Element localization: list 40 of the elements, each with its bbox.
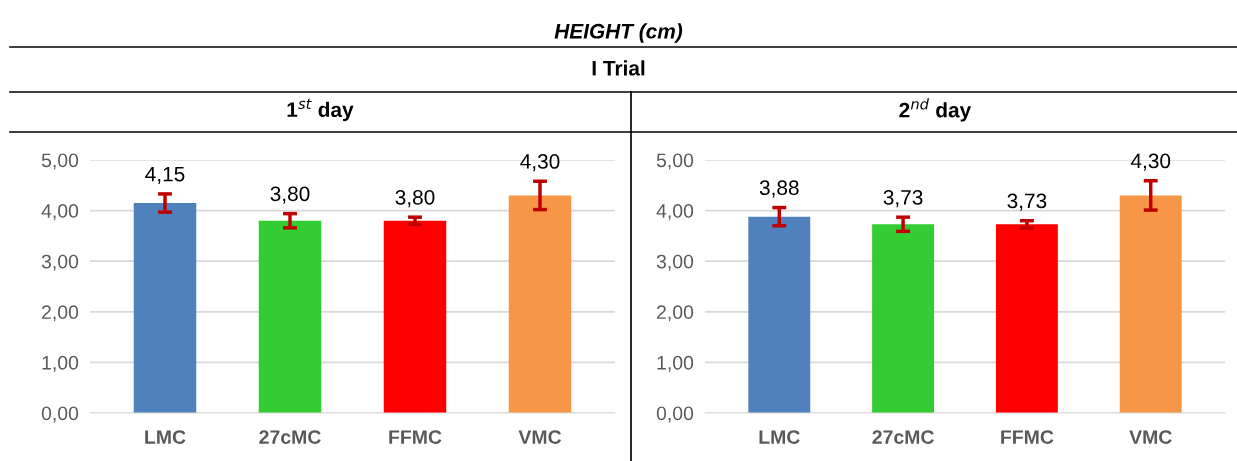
y-tick-label: 3,00	[656, 254, 694, 271]
y-tick-label: 2,00	[657, 305, 694, 322]
y-tick-label: 5,00	[656, 153, 694, 170]
y-tick-label: 0,00	[656, 406, 694, 423]
x-tick-label: LMC	[145, 430, 186, 444]
y-tick-label: 1,00	[42, 355, 79, 372]
data-label: 3,73	[883, 189, 923, 208]
bar	[133, 203, 197, 413]
x-tick-label: FFMC	[389, 430, 442, 444]
x-tick-label: VMC	[518, 430, 562, 444]
data-label: 4,30	[520, 154, 560, 172]
bar	[383, 220, 447, 413]
x-tick-label: LMC	[759, 430, 800, 444]
y-tick-label: 0,00	[41, 406, 79, 423]
x-tick-label: 27cMC	[259, 430, 321, 444]
bar	[995, 224, 1058, 413]
text: I Trial	[592, 60, 645, 76]
bar	[872, 224, 935, 413]
data-label: 3,73	[1007, 193, 1047, 211]
x-tick-label: 27cMC	[872, 430, 934, 444]
chart-title: 1$^{st}$ day	[287, 98, 354, 122]
data-label: 3,80	[395, 189, 435, 208]
text: HEIGHT (cm)	[554, 23, 683, 43]
x-tick-label: VMC	[1129, 430, 1172, 444]
y-tick-label: 5,00	[41, 153, 79, 170]
y-tick-label: 4,00	[41, 204, 79, 221]
y-tick-label: 1,00	[657, 355, 694, 372]
bar	[258, 220, 322, 413]
x-tick-label: FFMC	[1001, 430, 1054, 444]
data-label: 4,30	[1130, 153, 1171, 171]
y-tick-label: 3,00	[41, 254, 79, 271]
y-tick-label: 2,00	[42, 305, 79, 322]
data-label: 4,15	[145, 166, 185, 184]
bar	[508, 195, 572, 413]
bar	[1119, 195, 1182, 413]
data-label: 3,88	[759, 180, 799, 198]
y-tick-label: 4,00	[656, 204, 694, 221]
chart-title: 2$^{nd}$ day	[899, 98, 972, 122]
data-label: 3,80	[270, 186, 310, 204]
bar	[748, 216, 811, 413]
